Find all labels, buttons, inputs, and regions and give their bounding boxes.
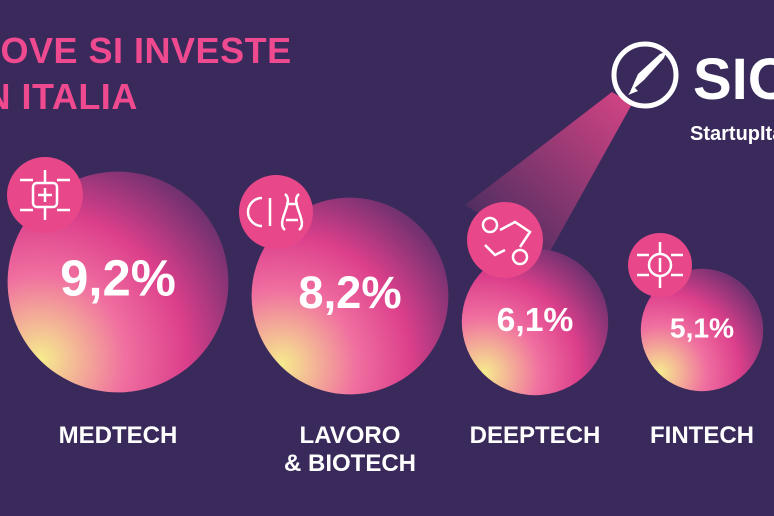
value-label: 8,2% <box>298 267 401 318</box>
logo-brand: StartupItalia <box>690 123 774 145</box>
category-label: LAVORO & BIOTECH <box>284 422 416 477</box>
value-label: 9,2% <box>60 249 176 306</box>
title: DOVE SI INVESTE IN ITALIA <box>0 30 292 117</box>
category-label: MEDTECH <box>58 422 178 449</box>
value-label: 6,1% <box>497 302 574 339</box>
bubble <box>251 197 449 395</box>
bubble <box>640 268 764 392</box>
bubble <box>461 248 609 396</box>
category-label: DEEPTECH <box>469 422 601 449</box>
value-label: 5,1% <box>670 312 734 343</box>
category-label: FINTECH <box>650 422 754 449</box>
icons <box>7 157 692 297</box>
